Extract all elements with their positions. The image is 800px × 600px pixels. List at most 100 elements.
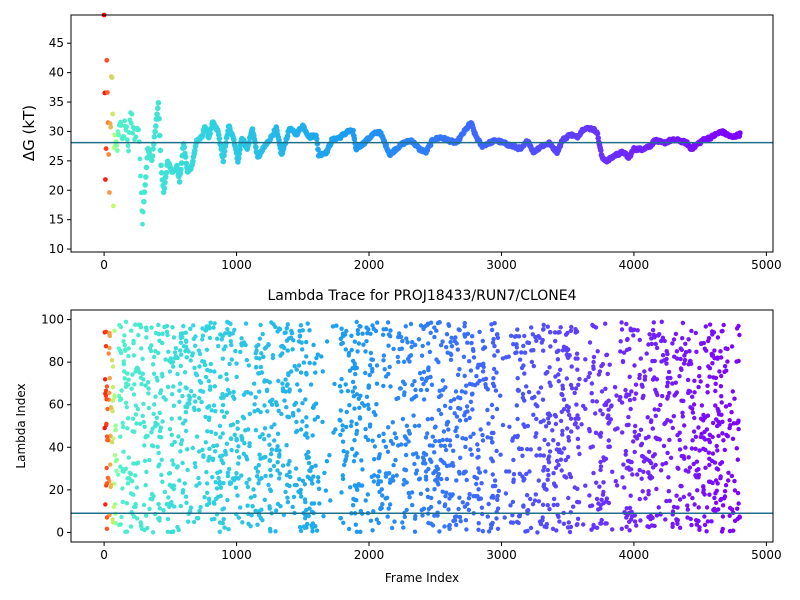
lambda-point [253,351,258,356]
lambda-point [391,346,396,352]
lambda-point [343,382,348,387]
lambda-point [577,376,582,382]
lambda-point [526,389,532,395]
lambda-point [707,366,713,371]
lambda-point [259,351,264,356]
lambda-point [126,353,131,359]
lambda-point [572,485,577,490]
lambda-point [252,493,257,499]
lambda-point [658,338,664,344]
lambda-point [328,498,333,503]
lambda-point [381,327,386,332]
lambda-point [712,460,718,465]
x-tick-label: 1000 [221,258,252,272]
lambda-point [188,358,193,363]
lambda-point [705,383,710,388]
lambda-point [554,458,560,464]
lambda-point [309,477,314,483]
lambda-point [457,367,462,372]
lambda-point [660,353,666,358]
lambda-point [454,414,460,419]
lambda-point [235,493,240,498]
lambda-point [555,441,561,447]
lambda-point [286,414,292,420]
lambda-point [699,341,704,347]
lambda-point [588,503,593,509]
lambda-point [217,482,222,487]
lambda-point [538,521,544,527]
lambda-point [252,402,257,407]
lambda-point [400,520,405,525]
lambda-point [376,474,381,479]
lambda-point [280,463,286,468]
lambda-point [652,523,657,529]
lambda-point [191,323,196,328]
lambda-point [248,391,254,396]
lambda-point [583,483,588,488]
lambda-point [360,331,365,336]
lambda-point [197,481,202,486]
lambda-point [630,328,635,333]
lambda-point [552,330,558,335]
lambda-point [271,463,277,469]
lambda-point [468,434,473,439]
lambda-point [660,393,665,399]
lambda-point [115,472,121,477]
lambda-point [346,526,352,532]
lambda-point [224,441,230,446]
lambda-point [419,376,425,381]
lambda-point [370,438,375,443]
lambda-point [371,479,377,484]
lambda-point [442,403,448,409]
lambda-point [420,513,425,518]
lambda-point [228,321,233,326]
lambda-point [403,452,409,458]
lambda-point [619,526,624,531]
lambda-point [543,424,549,429]
delta-g-point [157,147,164,154]
lambda-point [209,408,214,413]
lambda-point [104,481,110,486]
lambda-point [361,342,366,347]
lambda-point [681,398,686,404]
lambda-point [360,401,365,406]
lambda-point [124,529,130,534]
lambda-point [355,328,360,333]
lambda-point [304,455,310,461]
lambda-point [474,373,479,379]
lambda-point [120,499,126,505]
lambda-point [260,331,265,337]
lambda-point [360,467,365,472]
lambda-point [465,331,471,336]
lambda-point [526,340,532,346]
lambda-point [463,444,468,450]
lambda-point [372,444,378,449]
lambda-point [214,486,220,491]
lambda-point [111,436,116,441]
lambda-point [298,323,304,328]
lambda-point [697,527,702,532]
lambda-point [236,444,241,449]
lambda-point [123,384,129,389]
lambda-point [713,478,719,483]
lambda-point [546,454,552,459]
lambda-point [254,474,260,479]
y-tick-label: 40 [49,66,64,80]
lambda-point [554,528,559,533]
lambda-point [357,405,362,410]
lambda-point [267,380,272,385]
lambda-point [447,438,453,443]
lambda-point [257,356,262,361]
lambda-point [575,367,580,372]
lambda-point [410,502,415,508]
lambda-point [243,428,248,433]
lambda-point [196,449,202,454]
lambda-point [358,393,363,398]
lambda-point [598,408,603,413]
lambda-point [685,507,690,512]
lambda-point [144,469,149,475]
lambda-point [568,474,574,480]
lambda-point [546,442,551,447]
lambda-point [667,390,672,396]
lambda-point [171,384,176,389]
